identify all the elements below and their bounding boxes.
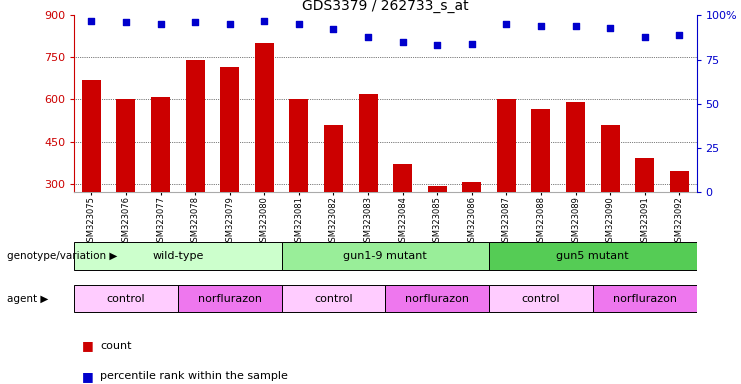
Bar — [600, 125, 619, 268]
Bar — [74, 243, 282, 270]
Bar — [151, 97, 170, 268]
Bar — [185, 60, 205, 268]
Point — [259, 18, 270, 24]
Bar — [82, 80, 101, 268]
Text: gun1-9 mutant: gun1-9 mutant — [343, 251, 428, 262]
Point — [396, 39, 408, 45]
Bar — [74, 285, 178, 313]
Point — [500, 21, 512, 27]
Text: ■: ■ — [82, 339, 93, 352]
Bar — [393, 164, 412, 268]
Point — [328, 26, 339, 33]
Text: control: control — [107, 293, 145, 304]
Bar — [489, 243, 697, 270]
Bar — [670, 171, 688, 268]
Bar — [496, 99, 516, 268]
Bar — [116, 99, 136, 268]
Bar — [178, 285, 282, 313]
Point — [155, 21, 167, 27]
Text: ■: ■ — [82, 370, 93, 383]
Text: agent ▶: agent ▶ — [7, 293, 49, 304]
Text: control: control — [314, 293, 353, 304]
Bar — [635, 158, 654, 268]
Bar — [428, 186, 447, 268]
Point — [570, 23, 582, 29]
Point — [674, 32, 685, 38]
Text: gun5 mutant: gun5 mutant — [556, 251, 629, 262]
Bar — [255, 43, 273, 268]
Bar — [566, 102, 585, 268]
Bar — [593, 285, 697, 313]
Point — [639, 33, 651, 40]
Text: norflurazon: norflurazon — [613, 293, 677, 304]
Point — [224, 21, 236, 27]
Bar — [289, 99, 308, 268]
Point — [466, 41, 478, 47]
Title: GDS3379 / 262733_s_at: GDS3379 / 262733_s_at — [302, 0, 468, 13]
Bar — [220, 67, 239, 268]
Point — [85, 18, 97, 24]
Text: control: control — [522, 293, 560, 304]
Bar — [324, 125, 343, 268]
Point — [362, 33, 374, 40]
Bar — [489, 285, 593, 313]
Text: norflurazon: norflurazon — [405, 293, 469, 304]
Text: wild-type: wild-type — [152, 251, 204, 262]
Text: genotype/variation ▶: genotype/variation ▶ — [7, 251, 118, 262]
Text: percentile rank within the sample: percentile rank within the sample — [100, 371, 288, 381]
Point — [431, 42, 443, 48]
Text: count: count — [100, 341, 132, 351]
Point — [604, 25, 616, 31]
Bar — [462, 182, 481, 268]
Bar — [282, 243, 489, 270]
Text: norflurazon: norflurazon — [198, 293, 262, 304]
Bar — [282, 285, 385, 313]
Bar — [385, 285, 489, 313]
Point — [120, 19, 132, 25]
Bar — [359, 94, 377, 268]
Point — [535, 23, 547, 29]
Bar — [531, 109, 551, 268]
Point — [189, 19, 201, 25]
Point — [293, 21, 305, 27]
